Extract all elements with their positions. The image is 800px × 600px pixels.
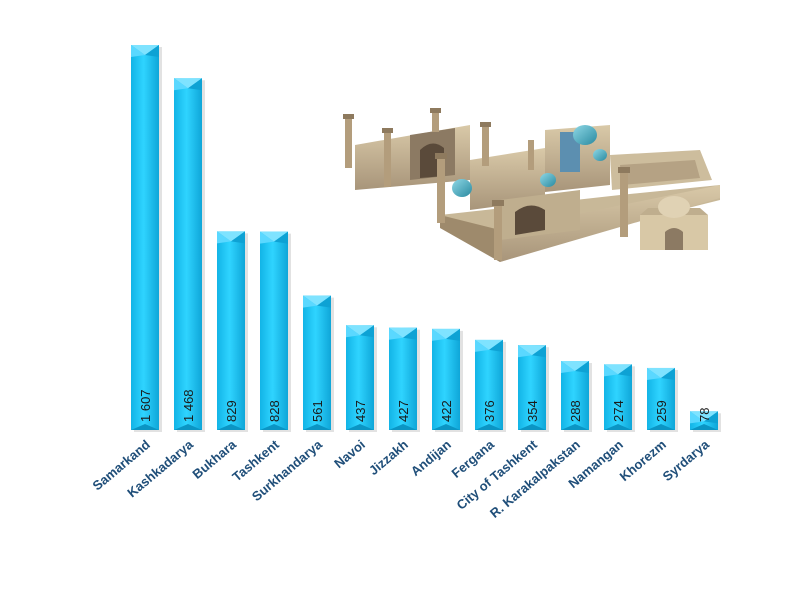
bar-jizzakh: [389, 327, 420, 432]
bar-city-of-tashkent: [518, 345, 549, 432]
value-label-bukhara: 829: [224, 400, 239, 422]
value-label-city-of-tashkent: 354: [525, 400, 540, 422]
value-label-tashkent: 828: [267, 400, 282, 422]
category-label-syrdarya: Syrdarya: [660, 436, 713, 484]
bar-andijan: [432, 328, 463, 432]
category-labels-group: SamarkandKashkadaryaBukharaTashkentSurkh…: [90, 436, 713, 520]
value-label-r-karakalpakstan: 288: [568, 400, 583, 422]
bar-bukhara: [217, 231, 248, 432]
bar-khorezm: [647, 367, 678, 432]
value-label-surkhandarya: 561: [310, 400, 325, 422]
bar-kashkadarya: [174, 78, 205, 433]
bars-group: [131, 45, 721, 433]
bar-surkhandarya: [303, 295, 334, 432]
bar-samarkand: [131, 45, 162, 432]
value-label-khorezm: 259: [654, 400, 669, 422]
value-labels-group: 1 607 1 468 829 828 561 437 427 422 376 354 288 274…: [138, 389, 712, 422]
value-label-namangan: 274: [611, 400, 626, 422]
bar-r-karakalpakstan: [561, 361, 592, 432]
category-label-andijan: Andijan: [408, 437, 454, 479]
value-label-fergana: 376: [482, 400, 497, 422]
bar-syrdarya: [690, 411, 721, 432]
value-label-andijan: 422: [439, 400, 454, 422]
bar-navoi: [346, 325, 377, 432]
category-label-navoi: Navoi: [331, 437, 368, 471]
value-label-samarkand: 1 607: [138, 389, 153, 422]
value-label-jizzakh: 427: [396, 400, 411, 422]
madrasa-complex-illustration: [343, 108, 720, 262]
bar-fergana: [475, 339, 506, 432]
bar-tashkent: [260, 231, 291, 432]
category-label-jizzakh: Jizzakh: [366, 437, 411, 478]
value-label-kashkadarya: 1 468: [181, 389, 196, 422]
value-label-navoi: 437: [353, 400, 368, 422]
category-label-khorezm: Khorezm: [617, 437, 669, 484]
bar-namangan: [604, 364, 635, 432]
value-label-syrdarya: 78: [697, 408, 712, 422]
